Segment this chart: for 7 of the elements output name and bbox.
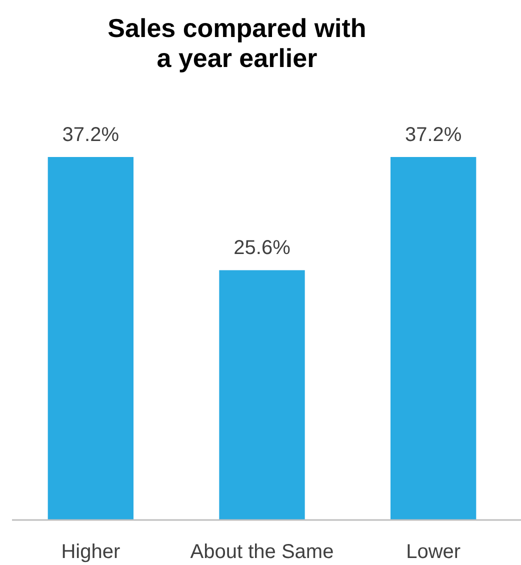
- data-label: 25.6%: [234, 237, 291, 260]
- x-tick-label: Higher: [61, 541, 120, 563]
- data-label: 37.2%: [404, 124, 462, 146]
- x-tick-label: About the Same: [190, 541, 334, 563]
- x-tick-label: Lower: [406, 541, 461, 563]
- chart-title: Sales compared with a year earlier: [108, 13, 366, 73]
- data-label: 37.2%: [62, 124, 120, 146]
